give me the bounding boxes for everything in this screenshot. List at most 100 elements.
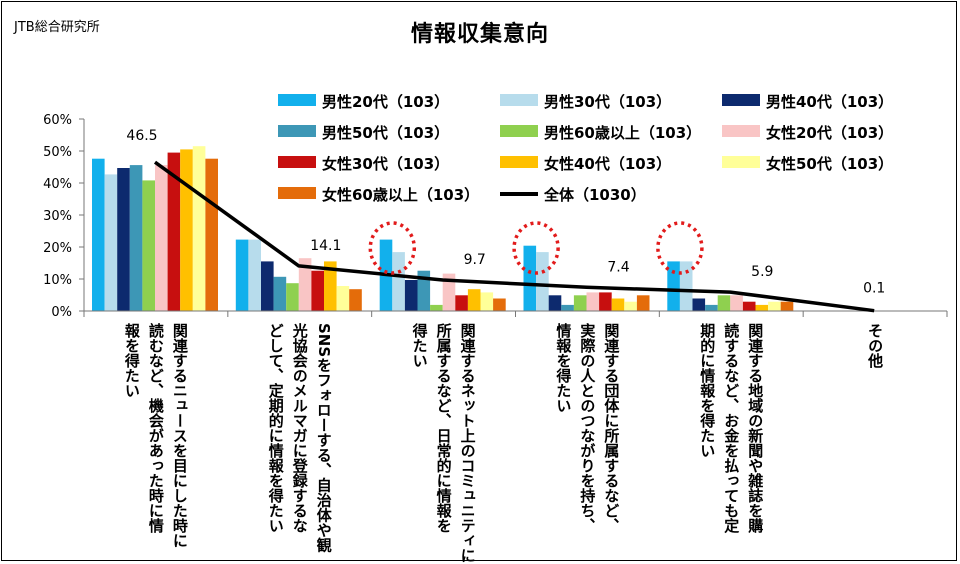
bar-9-4: [624, 301, 637, 311]
x-category-label: 関連する団体に所属するなど、: [602, 323, 620, 533]
y-tick-label: 50%: [43, 145, 72, 160]
legend-label: 男性60歳以上（103）: [544, 124, 701, 142]
y-tick-label: 20%: [43, 241, 72, 256]
bar-5-3: [430, 304, 443, 311]
chart-title: 情報収集意向: [410, 22, 549, 47]
x-category-label: 読するなど、お金を払っても定: [722, 322, 740, 534]
bar-3-2: [261, 261, 274, 311]
bar-6-5: [730, 295, 743, 311]
bar-2-3: [392, 252, 405, 311]
bar-4-1: [129, 165, 143, 311]
y-tick-label: 0%: [51, 305, 72, 320]
bar-6-3: [442, 273, 456, 311]
legend-swatch: [278, 94, 316, 106]
highlight-ellipse: [512, 221, 560, 275]
bar-8-5: [755, 304, 769, 311]
bar-8-1: [180, 149, 193, 311]
x-category-label: 関連するニュースを目にした時に: [171, 323, 189, 548]
legend-label: 男性50代（103）: [322, 124, 449, 142]
bar-3-1: [117, 168, 130, 311]
bar-5-1: [142, 180, 155, 311]
x-category-label: 関連する地域の新聞や雑誌を購: [746, 323, 764, 534]
bar-6-1: [155, 165, 168, 311]
source-label: JTB総合研究所: [14, 20, 100, 35]
total-data-label: 0.1: [863, 281, 885, 297]
x-category-label: 関連するネット上のコミュニティに: [459, 323, 477, 563]
total-line: [153, 160, 875, 313]
bar-6-4: [586, 292, 600, 311]
bar-4-2: [273, 276, 287, 311]
bar-3-3: [404, 280, 418, 311]
x-category-label: 期的に情報を得たい: [698, 322, 716, 458]
bar-4-5: [705, 304, 718, 311]
x-category-label: その他: [866, 323, 884, 369]
bar-2-5: [679, 261, 693, 311]
bar-1-2: [235, 239, 249, 311]
bar-10-1: [205, 158, 218, 311]
bar-10-5: [780, 301, 794, 311]
bar-9-3: [480, 292, 494, 311]
bar-1-5: [667, 261, 680, 311]
bar-9-5: [768, 301, 781, 311]
legend-swatch: [278, 187, 316, 199]
x-category-label: 光協会のメルマガに登録するな: [291, 322, 309, 533]
legend-swatch: [722, 125, 760, 137]
bar-7-2: [311, 270, 324, 311]
legend-swatch: [278, 125, 316, 137]
x-category-label: どして、定期的に情報を得たい: [267, 323, 285, 533]
bar-2-4: [536, 252, 549, 311]
bar-4-4: [561, 304, 574, 311]
y-tick-label: 60%: [43, 113, 72, 128]
bar-8-3: [467, 289, 481, 311]
legend-label: 女性40代（103）: [544, 155, 671, 173]
legend-swatch: [500, 125, 538, 137]
bar-7-5: [742, 301, 756, 311]
x-category-label: 実際の人とのつながりを持ち、: [578, 322, 596, 533]
x-category-label: 情報を得たい: [554, 322, 572, 413]
highlight-ellipse: [656, 221, 704, 275]
legend-label: 女性60歳以上（103）: [322, 186, 479, 204]
legend-label: 男性40代（103）: [766, 93, 893, 111]
bar-7-4: [599, 292, 612, 311]
x-category-label: 読むなど、機会があった時に情: [147, 322, 165, 534]
bar-7-1: [167, 152, 181, 311]
y-tick-label: 10%: [43, 273, 72, 288]
legend-swatch: [500, 94, 538, 106]
bar-10-3: [493, 298, 506, 311]
x-category-label: SNSをフォローする、自治体や観: [315, 323, 333, 553]
bar-10-2: [349, 289, 362, 311]
x-category-label: 所属するなど、日常的に情報を: [435, 323, 453, 533]
x-category-label: 得たい: [411, 322, 429, 368]
bar-5-2: [286, 283, 299, 311]
bar-2-1: [104, 174, 118, 311]
bar-3-4: [548, 295, 562, 311]
bar-7-3: [455, 295, 468, 311]
bar-8-2: [324, 261, 337, 311]
bar-1-4: [523, 245, 537, 311]
total-data-label: 5.9: [751, 264, 773, 280]
x-category-label: 報を得たい: [123, 322, 141, 398]
bar-5-4: [573, 295, 587, 311]
y-tick-label: 30%: [43, 209, 72, 224]
legend-label: 女性50代（103）: [766, 155, 893, 173]
bar-5-5: [717, 295, 731, 311]
legend-swatch: [722, 94, 760, 106]
bar-6-2: [298, 258, 312, 311]
bar-2-2: [248, 239, 261, 311]
highlight-ellipse: [368, 221, 417, 275]
bar-4-3: [417, 270, 431, 311]
total-data-label: 14.1: [310, 238, 341, 254]
legend-swatch: [500, 156, 538, 168]
y-tick-label: 40%: [43, 177, 72, 192]
bar-9-1: [192, 146, 206, 311]
bar-10-4: [636, 295, 650, 311]
legend-label: 女性20代（103）: [766, 124, 893, 142]
bar-3-5: [692, 298, 706, 311]
total-data-label: 7.4: [607, 259, 629, 275]
bar-8-4: [611, 298, 625, 311]
legend-swatch: [722, 156, 760, 168]
total-data-label: 9.7: [464, 252, 486, 268]
legend-swatch: [278, 156, 316, 168]
legend-label: 男性30代（103）: [544, 93, 671, 111]
